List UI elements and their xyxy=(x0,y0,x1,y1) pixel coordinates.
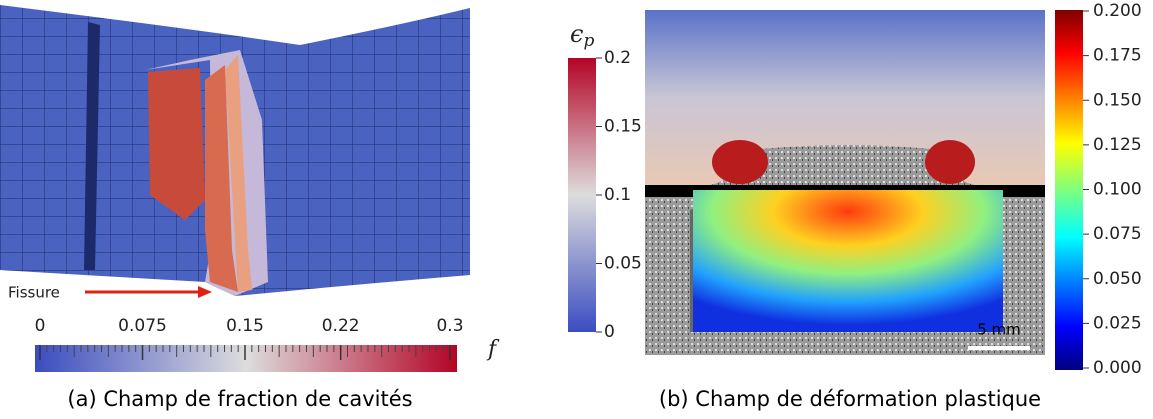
strain-image xyxy=(645,10,1045,355)
tick-label: 0.1 xyxy=(604,185,631,205)
colorbar xyxy=(568,58,596,332)
tick-label: 0.125 xyxy=(1093,135,1142,155)
tick-label: 0.15 xyxy=(226,316,264,336)
annotation: Fissure xyxy=(8,284,60,302)
tick-label: 0.175 xyxy=(1093,46,1142,66)
scale-bar-label: 5 mm xyxy=(977,321,1021,339)
tick-label: 0.05 xyxy=(604,254,642,274)
tick-label: 0.075 xyxy=(118,316,167,336)
tick-label: 0.000 xyxy=(1093,358,1142,378)
tick-label: 0.050 xyxy=(1093,269,1142,289)
colorbar-label: ϵp xyxy=(570,20,594,51)
tick-label: 0.100 xyxy=(1093,180,1142,200)
caption: (b) Champ de déformation plastique xyxy=(659,387,1041,411)
colorbar-label: f xyxy=(486,337,500,362)
tick-label: 0 xyxy=(35,316,46,336)
tick-label: 0.3 xyxy=(436,316,463,336)
tick-label: 0 xyxy=(604,322,615,342)
colorbar xyxy=(1055,10,1083,370)
colorbar xyxy=(35,345,457,372)
symbol: ϵ xyxy=(570,20,583,48)
tick-label: 0.025 xyxy=(1093,313,1142,333)
tick-label: 0.15 xyxy=(604,117,642,137)
tick-label: 0.2 xyxy=(604,48,631,68)
fissure-arrow xyxy=(85,286,212,298)
caption: (a) Champ de fraction de cavités xyxy=(67,387,412,411)
tick-label: 0.150 xyxy=(1093,90,1142,110)
subscript: p xyxy=(583,31,594,51)
tick-label: 0.200 xyxy=(1093,1,1142,21)
mesh-image xyxy=(0,5,470,296)
tick-label: 0.075 xyxy=(1093,224,1142,244)
tick-label: 0.22 xyxy=(322,316,360,336)
